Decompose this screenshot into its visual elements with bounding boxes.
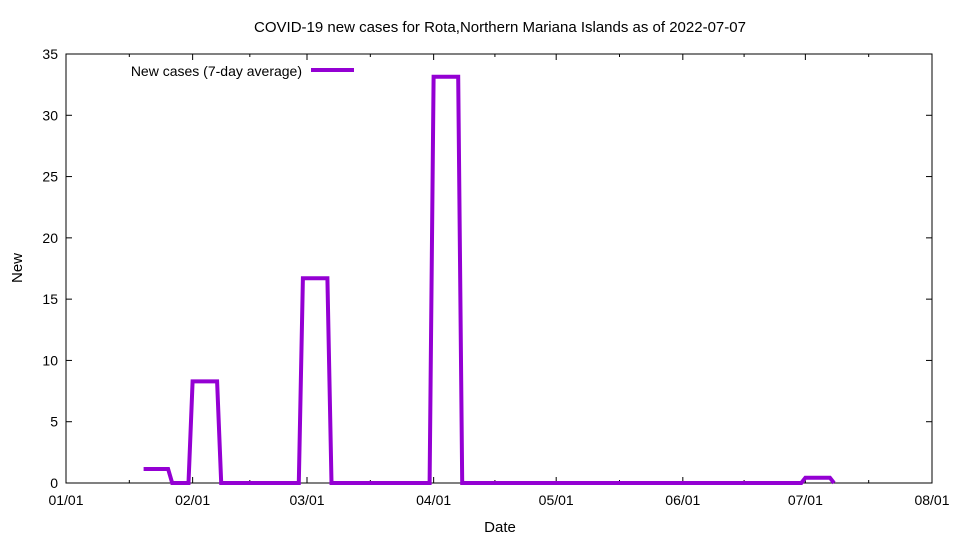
y-tick-label: 0 [50, 475, 58, 491]
y-tick-label: 5 [50, 414, 58, 430]
y-axis-label: New [9, 253, 26, 283]
y-tick-label: 35 [42, 46, 58, 62]
plot-frame [65, 53, 933, 484]
y-tick-label: 30 [42, 107, 58, 123]
x-tick-label: 07/01 [788, 492, 823, 508]
legend: New cases (7-day average) [131, 63, 354, 79]
x-axis-label: Date [484, 519, 516, 536]
legend-label: New cases (7-day average) [131, 63, 302, 79]
y-tick-label: 25 [42, 169, 58, 185]
x-tick-label: 04/01 [416, 492, 451, 508]
series-line [143, 74, 836, 485]
chart-title: COVID-19 new cases for Rota,Northern Mar… [254, 19, 746, 36]
x-tick-label: 01/01 [48, 492, 83, 508]
series-layer [143, 74, 836, 485]
y-tick-label: 10 [42, 352, 58, 368]
x-tick-label: 06/01 [665, 492, 700, 508]
y-tick-label: 20 [42, 230, 58, 246]
axis-ticks [65, 53, 933, 484]
x-tick-label: 02/01 [175, 492, 210, 508]
x-tick-label: 05/01 [539, 492, 574, 508]
y-tick-label: 15 [42, 291, 58, 307]
x-tick-label: 08/01 [914, 492, 949, 508]
x-tick-label: 03/01 [289, 492, 324, 508]
tick-labels: 0 5 10 15 20 25 30 35 01/01 02/01 03/01 04/01 05/01 0… [42, 46, 949, 508]
